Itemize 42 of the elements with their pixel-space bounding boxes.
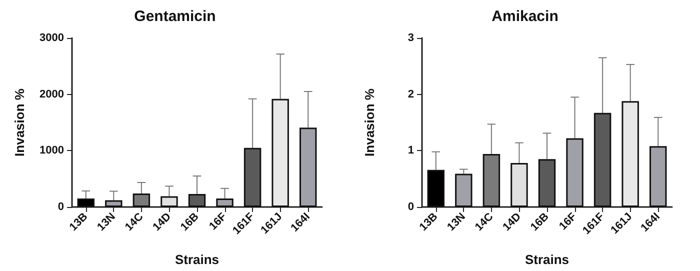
y-tick-label: 2000 [40,88,64,100]
bar [566,138,584,207]
bar [510,163,528,207]
bar [622,101,639,207]
bar [188,194,206,207]
x-tick-label: 13B [417,210,440,234]
y-tick-label: 3000 [40,32,64,44]
x-tick-label: 16F [207,210,230,233]
y-tick-label: 3 [408,32,414,44]
x-axis-title: Strains [524,252,570,267]
x-tick-label: 13B [67,210,90,234]
bar [300,128,317,207]
y-tick-label: 2 [408,88,414,100]
x-tick-label: 16B [528,210,552,234]
x-tick-label: 14D [500,210,524,234]
bar [105,200,122,207]
bar [160,196,178,207]
x-tick-label: 16B [178,210,202,234]
bar [538,159,556,207]
bar [427,170,444,207]
chart-title: Gentamicin [134,8,216,25]
x-tick-label: 14C [472,210,496,234]
x-tick-label: 16F [557,210,580,233]
y-tick-label: 0 [58,201,64,213]
bar [650,146,667,207]
x-axis-title: Strains [174,252,220,267]
chart-title: Amikacin [492,8,558,25]
y-tick-label: 0 [408,201,414,213]
x-tick-label: 13N [95,210,118,234]
y-tick-label: 1000 [40,144,64,157]
bar [272,98,289,207]
x-tick-label: 14C [122,210,146,234]
x-tick-label: 14D [150,210,174,234]
y-axis-title: Invasion % [362,88,377,156]
bar [455,174,472,207]
y-axis-title: Invasion % [12,88,27,156]
bar [216,198,234,207]
bar [77,198,94,207]
bar [594,112,612,207]
bar [244,148,262,207]
x-tick-label: 13N [445,210,468,234]
y-tick-label: 1 [408,144,414,157]
